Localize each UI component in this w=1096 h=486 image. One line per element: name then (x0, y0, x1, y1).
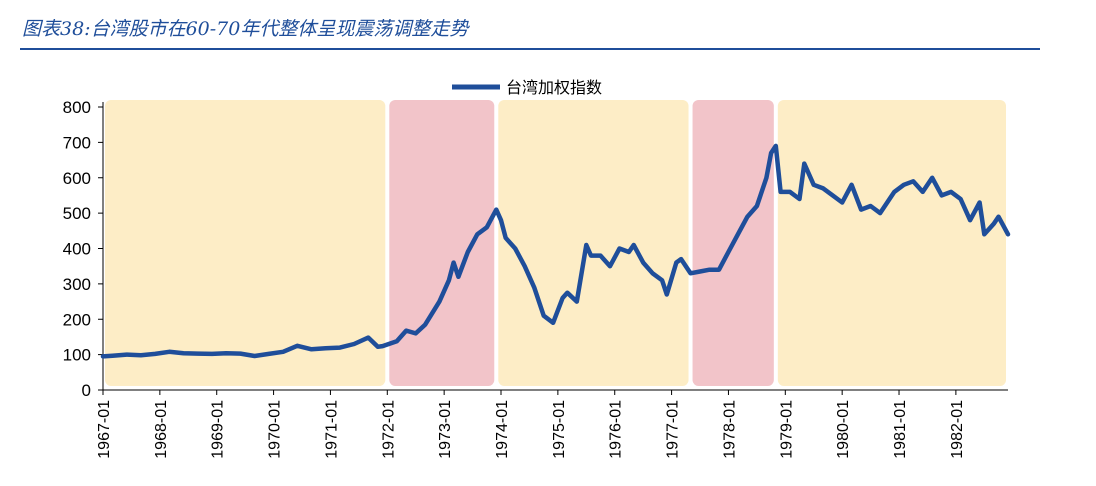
x-tick-label: 1968-01 (153, 400, 170, 459)
x-tick-label: 1976-01 (608, 400, 625, 459)
x-tick-label: 1978-01 (721, 400, 738, 459)
x-tick-label: 1973-01 (437, 400, 454, 459)
x-tick-label: 1982-01 (949, 400, 966, 459)
figure-title: 图表38:台湾股市在60-70年代整体呈现震荡调整走势 (22, 18, 469, 40)
y-tick-label: 700 (63, 133, 91, 152)
x-tick-label: 1981-01 (892, 400, 909, 459)
x-tick-label: 1967-01 (96, 400, 113, 459)
x-tick-label: 1977-01 (665, 400, 682, 459)
shaded-regions (105, 100, 1006, 386)
series-lines (100, 143, 1011, 359)
x-tick-label: 1972-01 (380, 400, 397, 459)
y-tick-label: 200 (63, 310, 91, 329)
series-line-0 (100, 143, 1011, 359)
axes (98, 102, 1008, 395)
y-tick-label: 800 (63, 98, 91, 117)
range-band-2 (498, 100, 689, 386)
range-band-0 (105, 100, 386, 386)
y-tick-label: 0 (82, 381, 91, 400)
x-tick-label: 1974-01 (494, 400, 511, 459)
x-tick-label: 1969-01 (210, 400, 227, 459)
legend: 台湾加权指数 (452, 78, 602, 97)
y-tick-label: 400 (63, 240, 91, 259)
title-rule (20, 48, 1040, 50)
y-tick-label: 500 (63, 204, 91, 223)
y-tick-labels: 0 100 200 300 400 500 600 700 800 (63, 98, 91, 400)
x-tick-label: 1975-01 (551, 400, 568, 459)
y-tick-label: 300 (63, 275, 91, 294)
x-tick-label: 1979-01 (778, 400, 795, 459)
drawdown-band-1 (389, 100, 495, 386)
x-tick-labels: 1967-01 1968-01 1969-01 1970-01 1971-01 1972-… (96, 400, 966, 459)
y-tick-label: 100 (63, 346, 91, 365)
x-tick-label: 1971-01 (323, 400, 340, 459)
y-tick-label: 600 (63, 169, 91, 188)
legend-label: 台湾加权指数 (506, 78, 602, 97)
x-tick-label: 1980-01 (835, 400, 852, 459)
x-tick-label: 1970-01 (267, 400, 284, 459)
range-band-4 (777, 100, 1006, 386)
